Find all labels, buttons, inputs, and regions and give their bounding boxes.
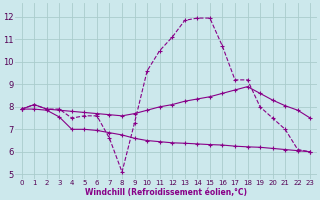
- X-axis label: Windchill (Refroidissement éolien,°C): Windchill (Refroidissement éolien,°C): [85, 188, 247, 197]
